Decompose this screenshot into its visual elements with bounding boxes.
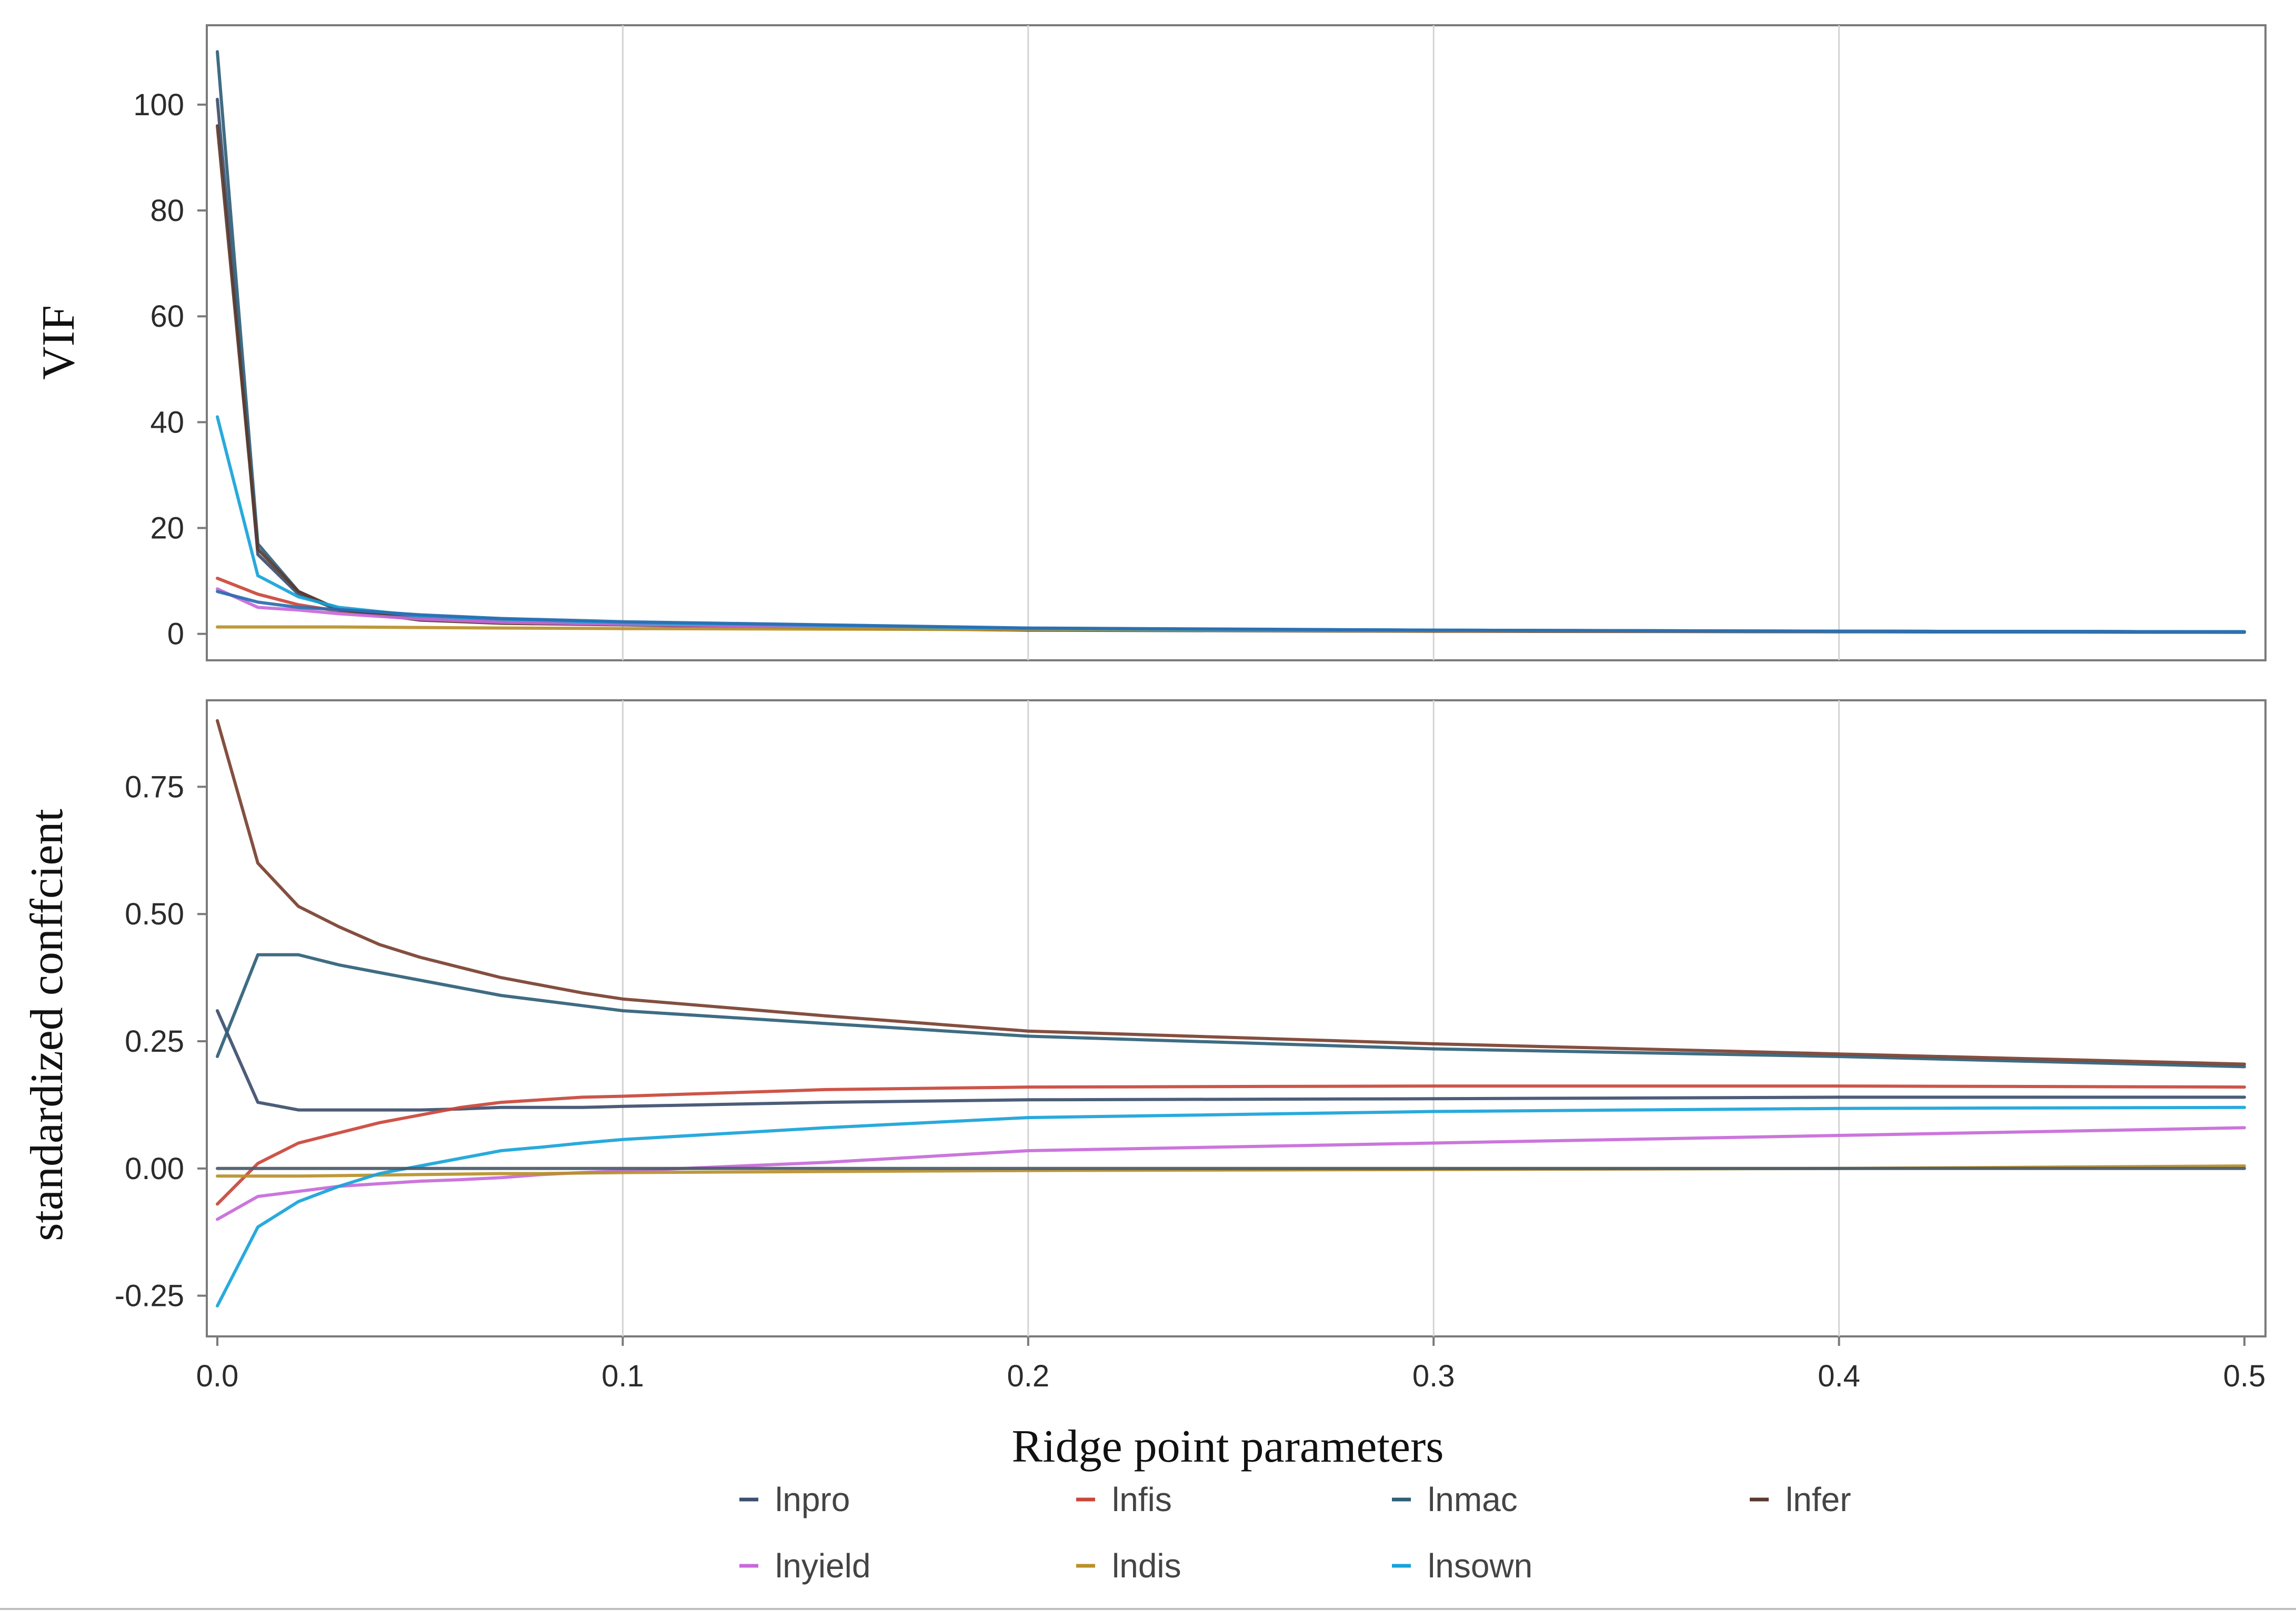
- x-axis-ticks: 0.0 0.1 0.2 0.3 0.4 0.5: [196, 1336, 2266, 1393]
- legend-label-lnyield: lnyield: [775, 1547, 870, 1585]
- legend-item-lndis: lndis: [1076, 1547, 1181, 1585]
- coefficient-y-axis-label: standardized conffcient: [22, 809, 73, 1241]
- legend-label-lnmac: lnmac: [1428, 1481, 1518, 1518]
- x-tick-label: 0.0: [196, 1359, 239, 1393]
- vif-gridlines: [621, 25, 1840, 660]
- coefficient-series-lnsown-line: [216, 1105, 2246, 1307]
- legend-item-lnfer: lnfer: [1750, 1481, 1851, 1518]
- vif-series-lnpro-line: [216, 97, 2246, 633]
- vif-y-axis-label: VIF: [33, 305, 84, 380]
- x-tick-label: 0.3: [1412, 1359, 1455, 1393]
- coefficient-panel: -0.25 0.00 0.25 0.50 0.75 0.0 0.1 0.2 0.3 0.4 0.5…: [22, 699, 2267, 1472]
- vif-y-tick-label: 100: [133, 88, 184, 122]
- coefficient-y-tick-label: 0.00: [125, 1152, 184, 1186]
- vif-series-lnyield-line: [216, 587, 2246, 633]
- legend-item-lnpro: lnpro: [739, 1481, 850, 1518]
- coefficient-gridlines: [621, 700, 1840, 1336]
- x-tick-label: 0.2: [1007, 1359, 1049, 1393]
- vif-y-tick-label: 60: [150, 299, 184, 334]
- legend-label-lndis: lndis: [1112, 1547, 1181, 1585]
- vif-y-tick-label: 0: [167, 617, 184, 651]
- x-tick-label: 0.4: [1818, 1359, 1860, 1393]
- vif-series-lnmac-line: [216, 50, 2246, 633]
- vif-series-extra-line: [216, 590, 2246, 633]
- vif-panel: 0 20 40 60 80 100 VIF: [33, 24, 2267, 661]
- legend: lnpro lnfis lnmac lnfer lnyield lndis lnsown: [739, 1481, 1851, 1585]
- vif-y-ticks: 0 20 40 60 80 100: [133, 88, 207, 651]
- coefficient-y-tick-label: 0.25: [125, 1024, 184, 1059]
- vif-series-lnfer-line: [216, 124, 2246, 634]
- vif-y-tick-label: 80: [150, 194, 184, 228]
- vif-plot-frame: [206, 24, 2267, 661]
- coefficient-series-lnfer-line: [216, 719, 2246, 1066]
- vif-series-lines: [216, 50, 2246, 634]
- legend-label-lnsown: lnsown: [1428, 1547, 1532, 1585]
- coefficient-y-tick-label: 0.75: [125, 770, 184, 804]
- x-axis-label: Ridge point parameters: [1011, 1421, 1443, 1472]
- coefficient-plot-frame: [206, 699, 2267, 1337]
- coefficient-series-lnpro-line: [216, 1009, 2246, 1112]
- coefficient-series-lines: [216, 719, 2246, 1307]
- vif-y-tick-label: 40: [150, 405, 184, 439]
- legend-item-lnmac: lnmac: [1392, 1481, 1518, 1518]
- coefficient-y-tick-label: -0.25: [115, 1279, 184, 1313]
- coefficient-series-lnfis-line: [216, 1084, 2246, 1206]
- x-tick-label: 0.1: [601, 1359, 644, 1393]
- coefficient-y-ticks: -0.25 0.00 0.25 0.50 0.75: [115, 770, 207, 1313]
- coefficient-y-tick-label: 0.50: [125, 897, 184, 931]
- vif-series-lnsown-line: [216, 415, 2246, 633]
- legend-label-lnfer: lnfer: [1786, 1481, 1851, 1518]
- coefficient-series-lnyield-line: [216, 1126, 2246, 1221]
- legend-label-lnpro: lnpro: [775, 1481, 850, 1518]
- coefficient-series-lnmac-line: [216, 953, 2246, 1069]
- legend-label-lnfis: lnfis: [1112, 1481, 1172, 1518]
- legend-item-lnyield: lnyield: [739, 1547, 870, 1585]
- legend-item-lnsown: lnsown: [1392, 1547, 1532, 1585]
- x-tick-label: 0.5: [2223, 1359, 2266, 1393]
- legend-item-lnfis: lnfis: [1076, 1481, 1172, 1518]
- vif-y-tick-label: 20: [150, 511, 184, 546]
